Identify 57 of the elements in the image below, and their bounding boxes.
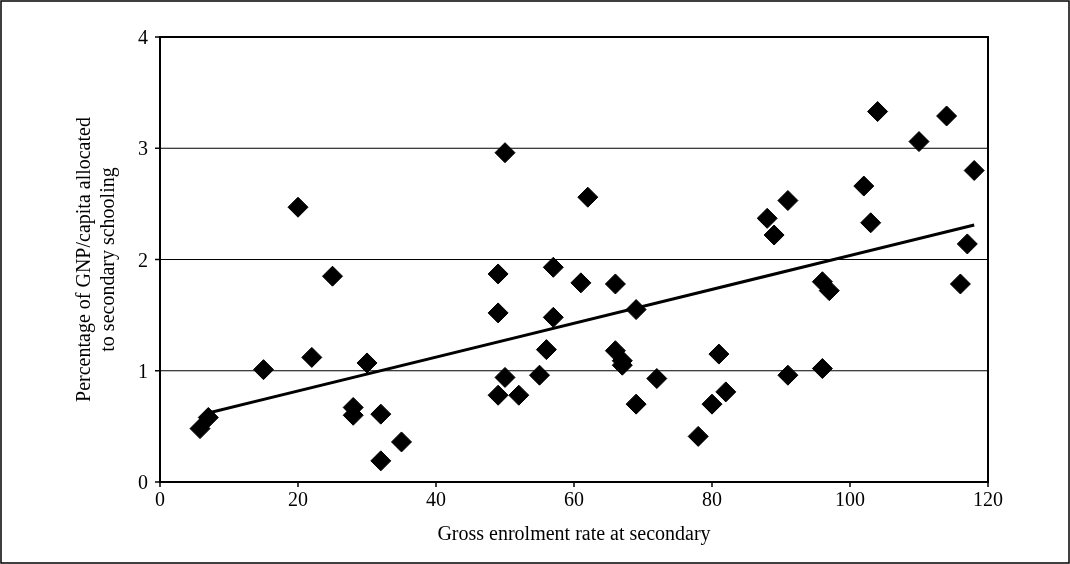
point	[529, 364, 550, 386]
point	[853, 175, 875, 197]
point	[577, 186, 599, 208]
point	[487, 384, 509, 406]
point	[687, 425, 709, 447]
point	[494, 142, 516, 164]
y-tick-label: 1	[138, 359, 148, 382]
point	[535, 339, 557, 361]
y-axis-title: Percentage of GNP/capita allocated to secondary schooling	[72, 117, 119, 402]
point	[487, 302, 509, 324]
x-tick-label: 20	[288, 488, 308, 510]
point	[908, 131, 930, 153]
point	[818, 280, 840, 302]
x-tick-label: 60	[564, 488, 584, 510]
point	[604, 273, 626, 295]
x-axis-title: Gross enrolment rate at secondary	[437, 522, 711, 545]
point	[777, 190, 799, 212]
y-tick-label: 0	[138, 471, 148, 493]
y-tick-label: 2	[138, 248, 148, 271]
point	[625, 393, 647, 415]
point	[777, 364, 799, 386]
point	[494, 366, 516, 388]
y-tick-label: 4	[138, 26, 148, 48]
point	[811, 358, 833, 380]
point	[542, 306, 564, 328]
y-tick-label: 3	[138, 137, 148, 160]
point	[370, 403, 392, 425]
point	[487, 263, 509, 285]
point	[867, 101, 889, 123]
point	[322, 265, 343, 287]
point	[949, 273, 971, 295]
x-tick-label: 40	[426, 488, 446, 510]
point	[956, 233, 978, 255]
point	[253, 359, 274, 381]
point	[936, 105, 958, 127]
point	[715, 381, 737, 403]
point	[570, 272, 592, 294]
point	[391, 431, 412, 453]
point	[963, 160, 985, 181]
point	[356, 352, 378, 374]
point	[370, 450, 392, 472]
point	[708, 343, 730, 365]
point	[542, 256, 564, 278]
point	[701, 393, 723, 415]
point	[189, 418, 211, 440]
point	[508, 384, 530, 406]
point	[197, 406, 219, 428]
x-tick-label: 80	[702, 488, 722, 510]
point	[646, 368, 668, 390]
x-tick-label: 0	[155, 488, 165, 510]
point	[763, 224, 785, 246]
point	[756, 207, 778, 229]
x-tick-label: 120	[973, 488, 1003, 510]
point	[301, 346, 323, 368]
point	[860, 212, 882, 234]
point	[287, 196, 309, 218]
x-tick-label: 100	[835, 488, 865, 510]
